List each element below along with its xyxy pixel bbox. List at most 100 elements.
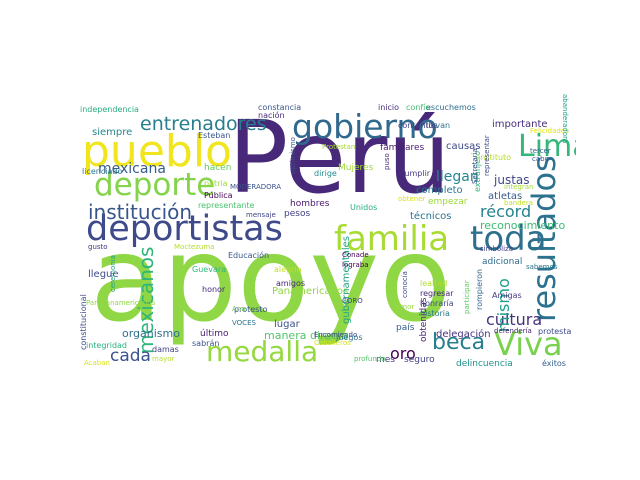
word: organismo (122, 327, 180, 340)
word: deporte (94, 167, 216, 203)
word: lograba (342, 261, 369, 269)
word: amigos (276, 279, 306, 288)
word: inicio (378, 103, 400, 112)
word: deportistas (86, 209, 283, 249)
word: patria (204, 179, 228, 188)
word: sabemos (526, 263, 558, 271)
word: siempre (92, 127, 133, 138)
word: atletas (488, 191, 523, 202)
word: manera directa (264, 329, 349, 342)
word: licenciado (82, 167, 123, 176)
word: protesto (234, 305, 268, 314)
word: rompieron (475, 268, 484, 310)
word: Conade (342, 251, 369, 259)
word: Protestan (322, 143, 356, 151)
word: tercer (530, 147, 551, 155)
word: mismo (494, 278, 513, 332)
word: entrenadores (140, 113, 267, 135)
word: gusto (88, 243, 108, 251)
word: seguro (404, 355, 435, 365)
word: instituto (478, 153, 512, 162)
word: honor (202, 285, 226, 294)
word: apoyo (90, 210, 452, 348)
word: escuchemos (426, 103, 476, 112)
word: Ana (232, 305, 246, 313)
word: CORO (342, 297, 363, 305)
word: país (396, 323, 415, 333)
word: contentos (398, 121, 438, 130)
word: justas (494, 173, 530, 187)
word: Esteban (198, 131, 231, 140)
word: Unidos (350, 203, 378, 212)
word: adicional (482, 257, 523, 267)
word: delincuencia (456, 359, 513, 369)
word: simboliza (480, 245, 513, 253)
word: independencia (80, 105, 139, 114)
word: Secretaria (471, 148, 479, 184)
word: reconocimiento (480, 219, 566, 232)
word: MODERADORA (230, 183, 281, 191)
word: familiares (380, 143, 425, 153)
word: completo (416, 185, 463, 196)
word: pesos (284, 209, 311, 219)
word: alegría (274, 265, 302, 274)
word: confío (406, 103, 431, 112)
word: lugar (274, 319, 300, 330)
word: Acaban (84, 359, 110, 367)
word: Viva (494, 325, 563, 363)
word: mayor (152, 355, 175, 363)
word: optimismo (289, 137, 297, 174)
word: Panamericanos (272, 286, 349, 297)
word: Parapanamericanos (86, 299, 156, 307)
word: causas (446, 141, 481, 152)
word: integridad (86, 341, 127, 350)
word: Encomiendo (314, 331, 358, 339)
word: nación (258, 111, 285, 120)
word: Moctezuma (174, 243, 215, 251)
word-cloud: apoyo Perú deportistas pueblo gobierno d… (80, 92, 576, 372)
word: Guevara (192, 265, 227, 274)
word: Perú (228, 99, 451, 216)
word: llegan (436, 169, 479, 185)
word: Mujeres (338, 163, 374, 173)
word: importante (492, 119, 548, 130)
word: integran (504, 183, 534, 191)
word: defendería (494, 327, 532, 335)
word: cada (110, 346, 151, 366)
word: representar (483, 135, 491, 176)
word: técnicos (410, 211, 452, 222)
word: honraría (420, 299, 454, 308)
word: cultura (486, 310, 543, 329)
word: historia (420, 309, 450, 318)
word: ceremonia (109, 255, 117, 292)
word: familia (334, 219, 450, 259)
word: récord (480, 202, 532, 221)
word: Amigas (492, 291, 522, 300)
word: puso (383, 153, 391, 170)
word: hombres (290, 199, 330, 209)
word: amor (396, 303, 415, 311)
word: bandera (504, 199, 534, 207)
word: mexicana (98, 161, 166, 177)
word: sabrán (192, 339, 220, 348)
word: representante (198, 201, 255, 210)
word: empezar (428, 197, 468, 207)
word: mensaje (246, 211, 276, 219)
word: profundo (354, 355, 386, 363)
word: obtener (398, 195, 426, 203)
word: Pública (204, 191, 233, 200)
word: conocía (401, 271, 409, 298)
word: toda (470, 219, 547, 259)
word: damas (152, 345, 179, 354)
word: institución (88, 200, 193, 224)
word: protesta (538, 327, 572, 336)
word: Caballeros (314, 339, 351, 347)
word: oro (390, 344, 416, 363)
word: llegue (88, 269, 119, 280)
word: VOCES (232, 319, 256, 327)
word: Lima (518, 129, 576, 164)
word: Juegos (336, 333, 363, 342)
word: lealtad (420, 279, 448, 288)
word: participar (463, 280, 471, 314)
word: cabo (532, 155, 549, 163)
